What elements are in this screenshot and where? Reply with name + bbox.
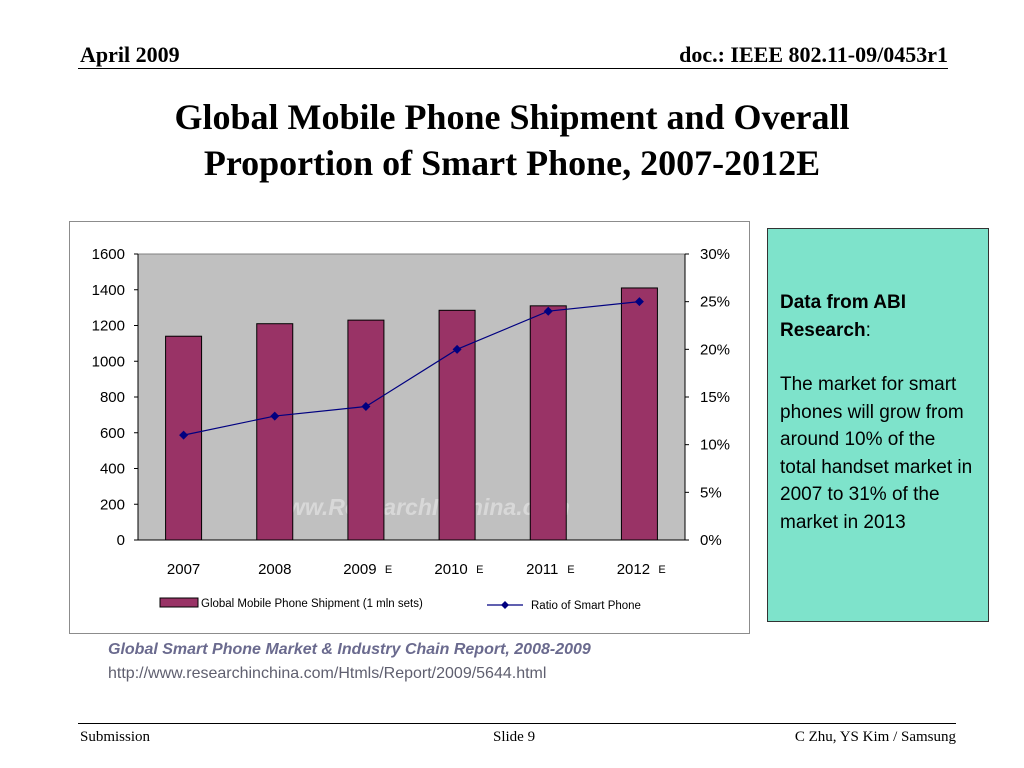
header-date: April 2009	[80, 42, 180, 67]
legend-bar-label: Global Mobile Phone Shipment (1 mln sets…	[201, 598, 423, 610]
x-tick-label: 2012	[617, 561, 650, 578]
x-tick-estimate-suffix: E	[385, 564, 392, 576]
line-smart-phone-ratio	[183, 301, 640, 436]
y-left-tick-label: 1200	[92, 318, 125, 335]
header-doc-id: doc.: IEEE 802.11-09/0453r1	[679, 42, 948, 67]
x-tick-estimate-suffix: E	[476, 564, 483, 576]
y-right-tick-label: 10%	[700, 437, 730, 454]
footer-authors: C Zhu, YS Kim / Samsung	[794, 729, 956, 745]
x-tick-estimate-suffix: E	[658, 564, 665, 576]
bar-shipment	[438, 309, 476, 541]
y-left-tick-label: 800	[100, 389, 125, 406]
info-box: Data from ABI Research: The market for s…	[767, 228, 989, 622]
slide-title: Global Mobile Phone Shipment and Overall…	[80, 94, 944, 186]
source-url[interactable]: http://www.researchinchina.com/Htmls/Rep…	[108, 665, 547, 682]
legend-bar-swatch	[159, 597, 199, 608]
chart-svg: www.ResearchInChina.com 0 200 400 600 800 1000…	[92, 246, 730, 612]
x-tick-estimate-suffix: E	[567, 564, 574, 576]
info-box-heading-colon: :	[865, 319, 871, 341]
line-point-marker	[179, 430, 189, 440]
slide-title-line2: Proportion of Smart Phone, 2007-2012E	[203, 143, 821, 183]
y-right-tick-label: 30%	[700, 246, 730, 263]
plot-area	[137, 253, 686, 541]
x-tick-label: 2010	[434, 561, 467, 578]
info-box-heading: Data from ABI Research	[780, 292, 906, 341]
y-left-tick-label: 1400	[92, 282, 125, 299]
y-left-tick-label: 600	[100, 425, 125, 442]
line-point-marker	[634, 297, 644, 307]
source-title: Global Smart Phone Market & Industry Cha…	[108, 641, 591, 658]
y-left-tick-label: 0	[117, 532, 125, 549]
line-point-marker	[361, 402, 371, 412]
bar-shipment	[256, 323, 294, 541]
footer-rule	[78, 723, 956, 724]
x-tick-label: 2011	[526, 561, 558, 578]
y-left-tick-label: 1600	[92, 246, 125, 263]
line-point-marker	[452, 344, 462, 354]
y-right-tick-label: 25%	[700, 294, 730, 311]
bar-shipment	[529, 305, 567, 541]
y-right-tick-label: 0%	[700, 532, 722, 549]
line-point-marker	[270, 411, 280, 421]
y-left-tick-label: 200	[100, 496, 125, 513]
x-tick-label: 2009	[343, 561, 376, 578]
x-tick-label: 2007	[167, 561, 200, 578]
chart-watermark: www.ResearchInChina.com	[269, 494, 570, 520]
y-left-tick-label: 400	[100, 461, 125, 478]
y-right-tick-label: 15%	[700, 389, 730, 406]
bar-shipment	[620, 287, 658, 541]
info-box-body: The market for smart phones will grow fr…	[780, 374, 973, 533]
x-tick-label: 2008	[258, 561, 291, 578]
chart-frame: www.ResearchInChina.com 0 200 400 600 800 1000…	[69, 221, 750, 634]
legend-line-label: Ratio of Smart Phone	[531, 600, 641, 612]
footer-slide-number: Slide 9	[493, 729, 536, 745]
y-right-tick-label: 20%	[700, 341, 730, 358]
legend-line-marker	[501, 601, 509, 609]
line-point-marker	[543, 306, 553, 316]
y-left-tick-label: 1000	[92, 353, 125, 370]
y-right-tick-label: 5%	[700, 484, 722, 501]
footer-submission: Submission	[80, 729, 151, 745]
slide-title-line1: Global Mobile Phone Shipment and Overall	[174, 97, 850, 137]
bar-shipment	[347, 319, 385, 541]
header-rule	[78, 68, 948, 69]
